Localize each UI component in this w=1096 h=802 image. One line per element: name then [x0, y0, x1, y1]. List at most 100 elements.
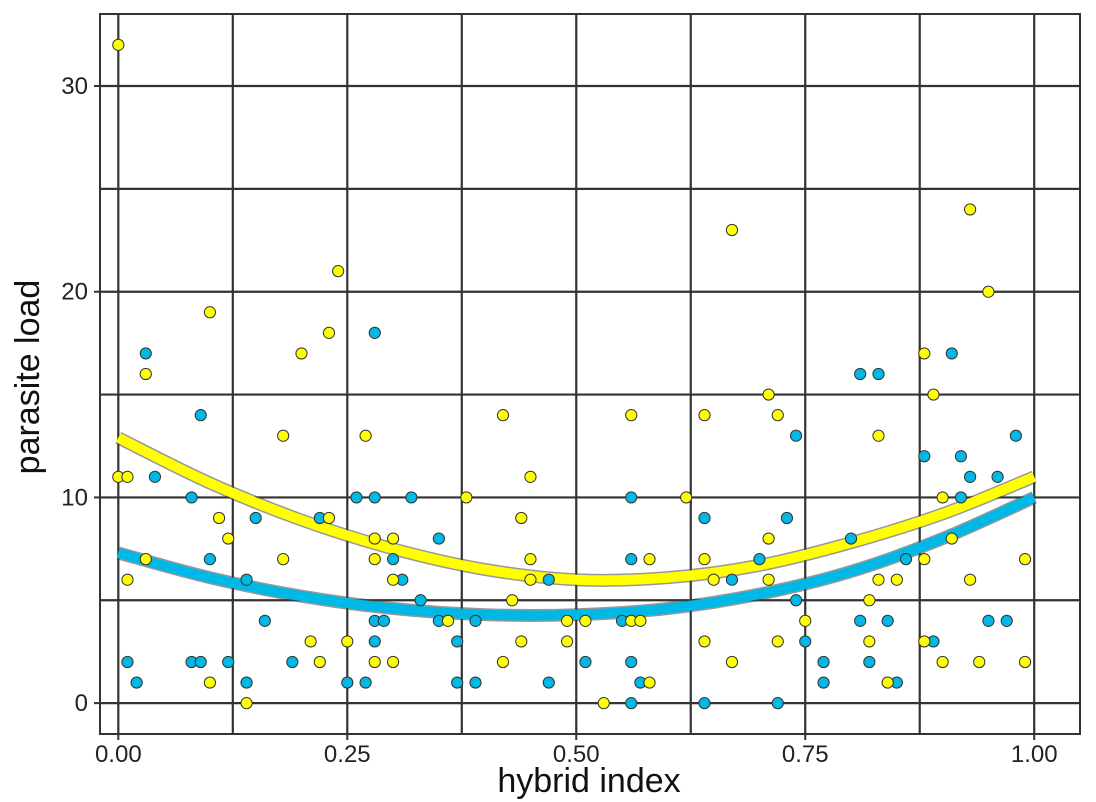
data-point-1: [881, 676, 894, 689]
data-point-1: [597, 697, 610, 710]
data-points: [112, 38, 1032, 710]
data-point-1: [139, 367, 152, 381]
data-point-0: [982, 614, 995, 627]
y-axis-label: parasite load: [9, 280, 47, 475]
data-point-1: [368, 553, 381, 566]
data-point-1: [973, 655, 986, 669]
data-point-0: [148, 470, 162, 483]
data-point-1: [771, 635, 784, 648]
data-point-0: [258, 614, 271, 627]
data-point-0: [194, 409, 207, 422]
data-point-0: [698, 697, 711, 710]
data-point-1: [515, 635, 528, 648]
fit-lines: [115, 431, 1037, 622]
data-point-1: [643, 676, 656, 689]
data-point-1: [982, 285, 995, 298]
x-tick-label: 0.50: [553, 741, 600, 768]
data-point-0: [359, 676, 372, 689]
data-point-0: [469, 614, 482, 627]
y-tick-label: 20: [61, 279, 88, 306]
y-axis-ticks: 0 10 20 30: [61, 73, 100, 717]
plot-frame: [99, 13, 1081, 735]
data-point-1: [332, 265, 345, 278]
data-point-0: [368, 635, 381, 648]
data-point-1: [561, 614, 574, 627]
data-point-1: [203, 676, 217, 689]
data-point-1: [927, 388, 940, 401]
data-point-1: [359, 429, 372, 442]
data-point-0: [130, 676, 143, 689]
data-point-0: [725, 573, 739, 586]
data-point-1: [1018, 655, 1032, 669]
data-point-0: [863, 655, 876, 669]
data-point-1: [936, 491, 949, 504]
data-point-0: [789, 429, 803, 442]
data-point-0: [780, 511, 794, 525]
data-point-0: [954, 491, 968, 504]
data-point-0: [991, 470, 1004, 483]
data-point-1: [799, 614, 812, 627]
data-point-1: [441, 614, 455, 627]
data-point-1: [295, 347, 308, 360]
data-point-1: [341, 635, 354, 648]
data-point-0: [625, 553, 638, 566]
data-point-1: [890, 573, 903, 586]
data-point-1: [524, 573, 537, 586]
plot-border: [99, 13, 1081, 735]
data-point-1: [762, 532, 775, 545]
data-point-0: [854, 614, 867, 627]
x-tick-label: 0.00: [95, 741, 142, 768]
data-point-0: [542, 573, 555, 586]
data-point-0: [414, 594, 427, 607]
data-point-0: [405, 491, 418, 504]
data-point-1: [561, 635, 574, 648]
data-point-0: [542, 676, 555, 689]
data-point-0: [240, 676, 253, 689]
data-point-0: [789, 594, 803, 607]
data-point-1: [368, 655, 381, 669]
y-tick-label: 10: [61, 484, 88, 511]
data-point-1: [643, 553, 656, 566]
x-tick-label: 0.75: [782, 741, 829, 768]
data-point-0: [945, 347, 958, 360]
data-point-1: [863, 594, 876, 607]
data-point-0: [451, 635, 464, 648]
data-point-0: [341, 676, 354, 689]
data-point-0: [918, 450, 931, 463]
data-point-1: [725, 655, 739, 669]
data-point-1: [277, 429, 290, 442]
data-point-0: [386, 553, 400, 566]
data-point-0: [625, 697, 638, 710]
data-point-1: [963, 203, 977, 216]
data-point-1: [222, 532, 235, 545]
data-point-1: [1018, 553, 1032, 566]
data-point-1: [762, 573, 775, 586]
data-point-1: [634, 614, 647, 627]
data-point-1: [496, 409, 510, 422]
data-point-1: [304, 635, 317, 648]
data-point-0: [222, 655, 235, 669]
data-point-0: [432, 532, 445, 545]
data-point-1: [121, 573, 134, 586]
data-point-1: [515, 511, 528, 525]
data-point-0: [121, 655, 134, 669]
grid: [100, 14, 1080, 734]
data-point-1: [277, 553, 290, 566]
data-point-0: [963, 470, 977, 483]
data-point-1: [771, 409, 784, 422]
data-point-0: [771, 697, 784, 710]
data-point-1: [386, 532, 400, 545]
data-point-1: [762, 388, 775, 401]
data-point-0: [872, 367, 885, 381]
data-point-1: [918, 635, 931, 648]
data-point-0: [194, 655, 207, 669]
data-point-1: [121, 470, 134, 483]
data-point-1: [698, 635, 711, 648]
data-point-0: [817, 676, 830, 689]
data-point-0: [799, 635, 812, 648]
data-point-1: [112, 38, 125, 51]
x-axis-label: hybrid index: [497, 762, 680, 800]
data-point-1: [313, 655, 326, 669]
data-point-0: [469, 676, 482, 689]
data-point-1: [386, 655, 400, 669]
